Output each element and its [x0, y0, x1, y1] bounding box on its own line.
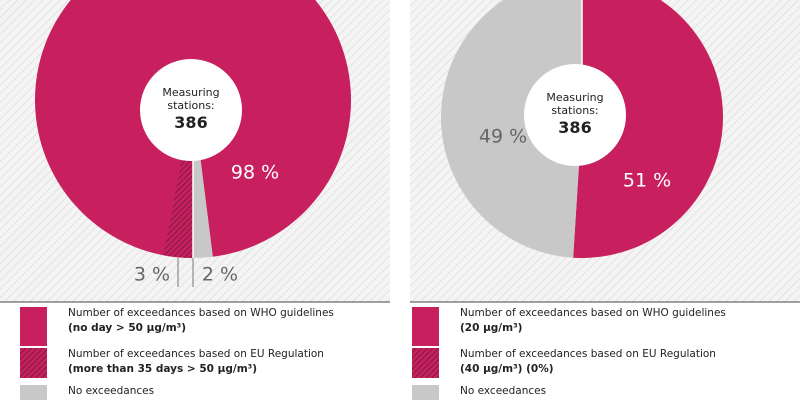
- center-title: Measuring stations:: [162, 86, 220, 112]
- legend-note: (40 µg/m³) (0%): [460, 363, 554, 375]
- value-label: 3 %: [134, 264, 170, 286]
- legend-swatch: [20, 348, 47, 378]
- legend-label: No exceedances: [460, 385, 546, 397]
- legend-note: (more than 35 days > 50 µg/m³): [68, 363, 257, 375]
- center-label: Measuring stations: 386: [535, 91, 615, 139]
- legend-swatch: [412, 385, 439, 400]
- center-value: 386: [174, 113, 208, 132]
- center-label: Measuring stations: 386: [151, 86, 231, 134]
- legend-label: Number of exceedances based on EU Regula…: [460, 348, 716, 360]
- pie-slice: [441, 0, 582, 258]
- value-label: 98 %: [231, 162, 279, 184]
- center-title: Measuring stations:: [546, 91, 604, 117]
- value-label: 49 %: [479, 126, 527, 148]
- legend-swatch: [20, 307, 47, 346]
- legend-label: Number of exceedances based on EU Regula…: [68, 348, 324, 360]
- pie-slice: [35, 0, 351, 258]
- legend-label: No exceedances: [68, 385, 154, 397]
- value-label: 2 %: [202, 264, 238, 286]
- legend-note: (no day > 50 µg/m³): [68, 322, 186, 334]
- legend-label: Number of exceedances based on WHO guide…: [460, 307, 726, 319]
- center-hole: [524, 64, 626, 166]
- pie-slice: [573, 0, 723, 258]
- value-label: 51 %: [623, 170, 671, 192]
- center-value: 386: [558, 118, 592, 137]
- center-hole: [140, 59, 242, 161]
- legend-swatch: [412, 307, 439, 346]
- legend-label: Number of exceedances based on WHO guide…: [68, 307, 334, 319]
- legend-swatch: [20, 385, 47, 400]
- legend-swatch: [412, 348, 439, 378]
- legend-note: (20 µg/m³): [460, 322, 522, 334]
